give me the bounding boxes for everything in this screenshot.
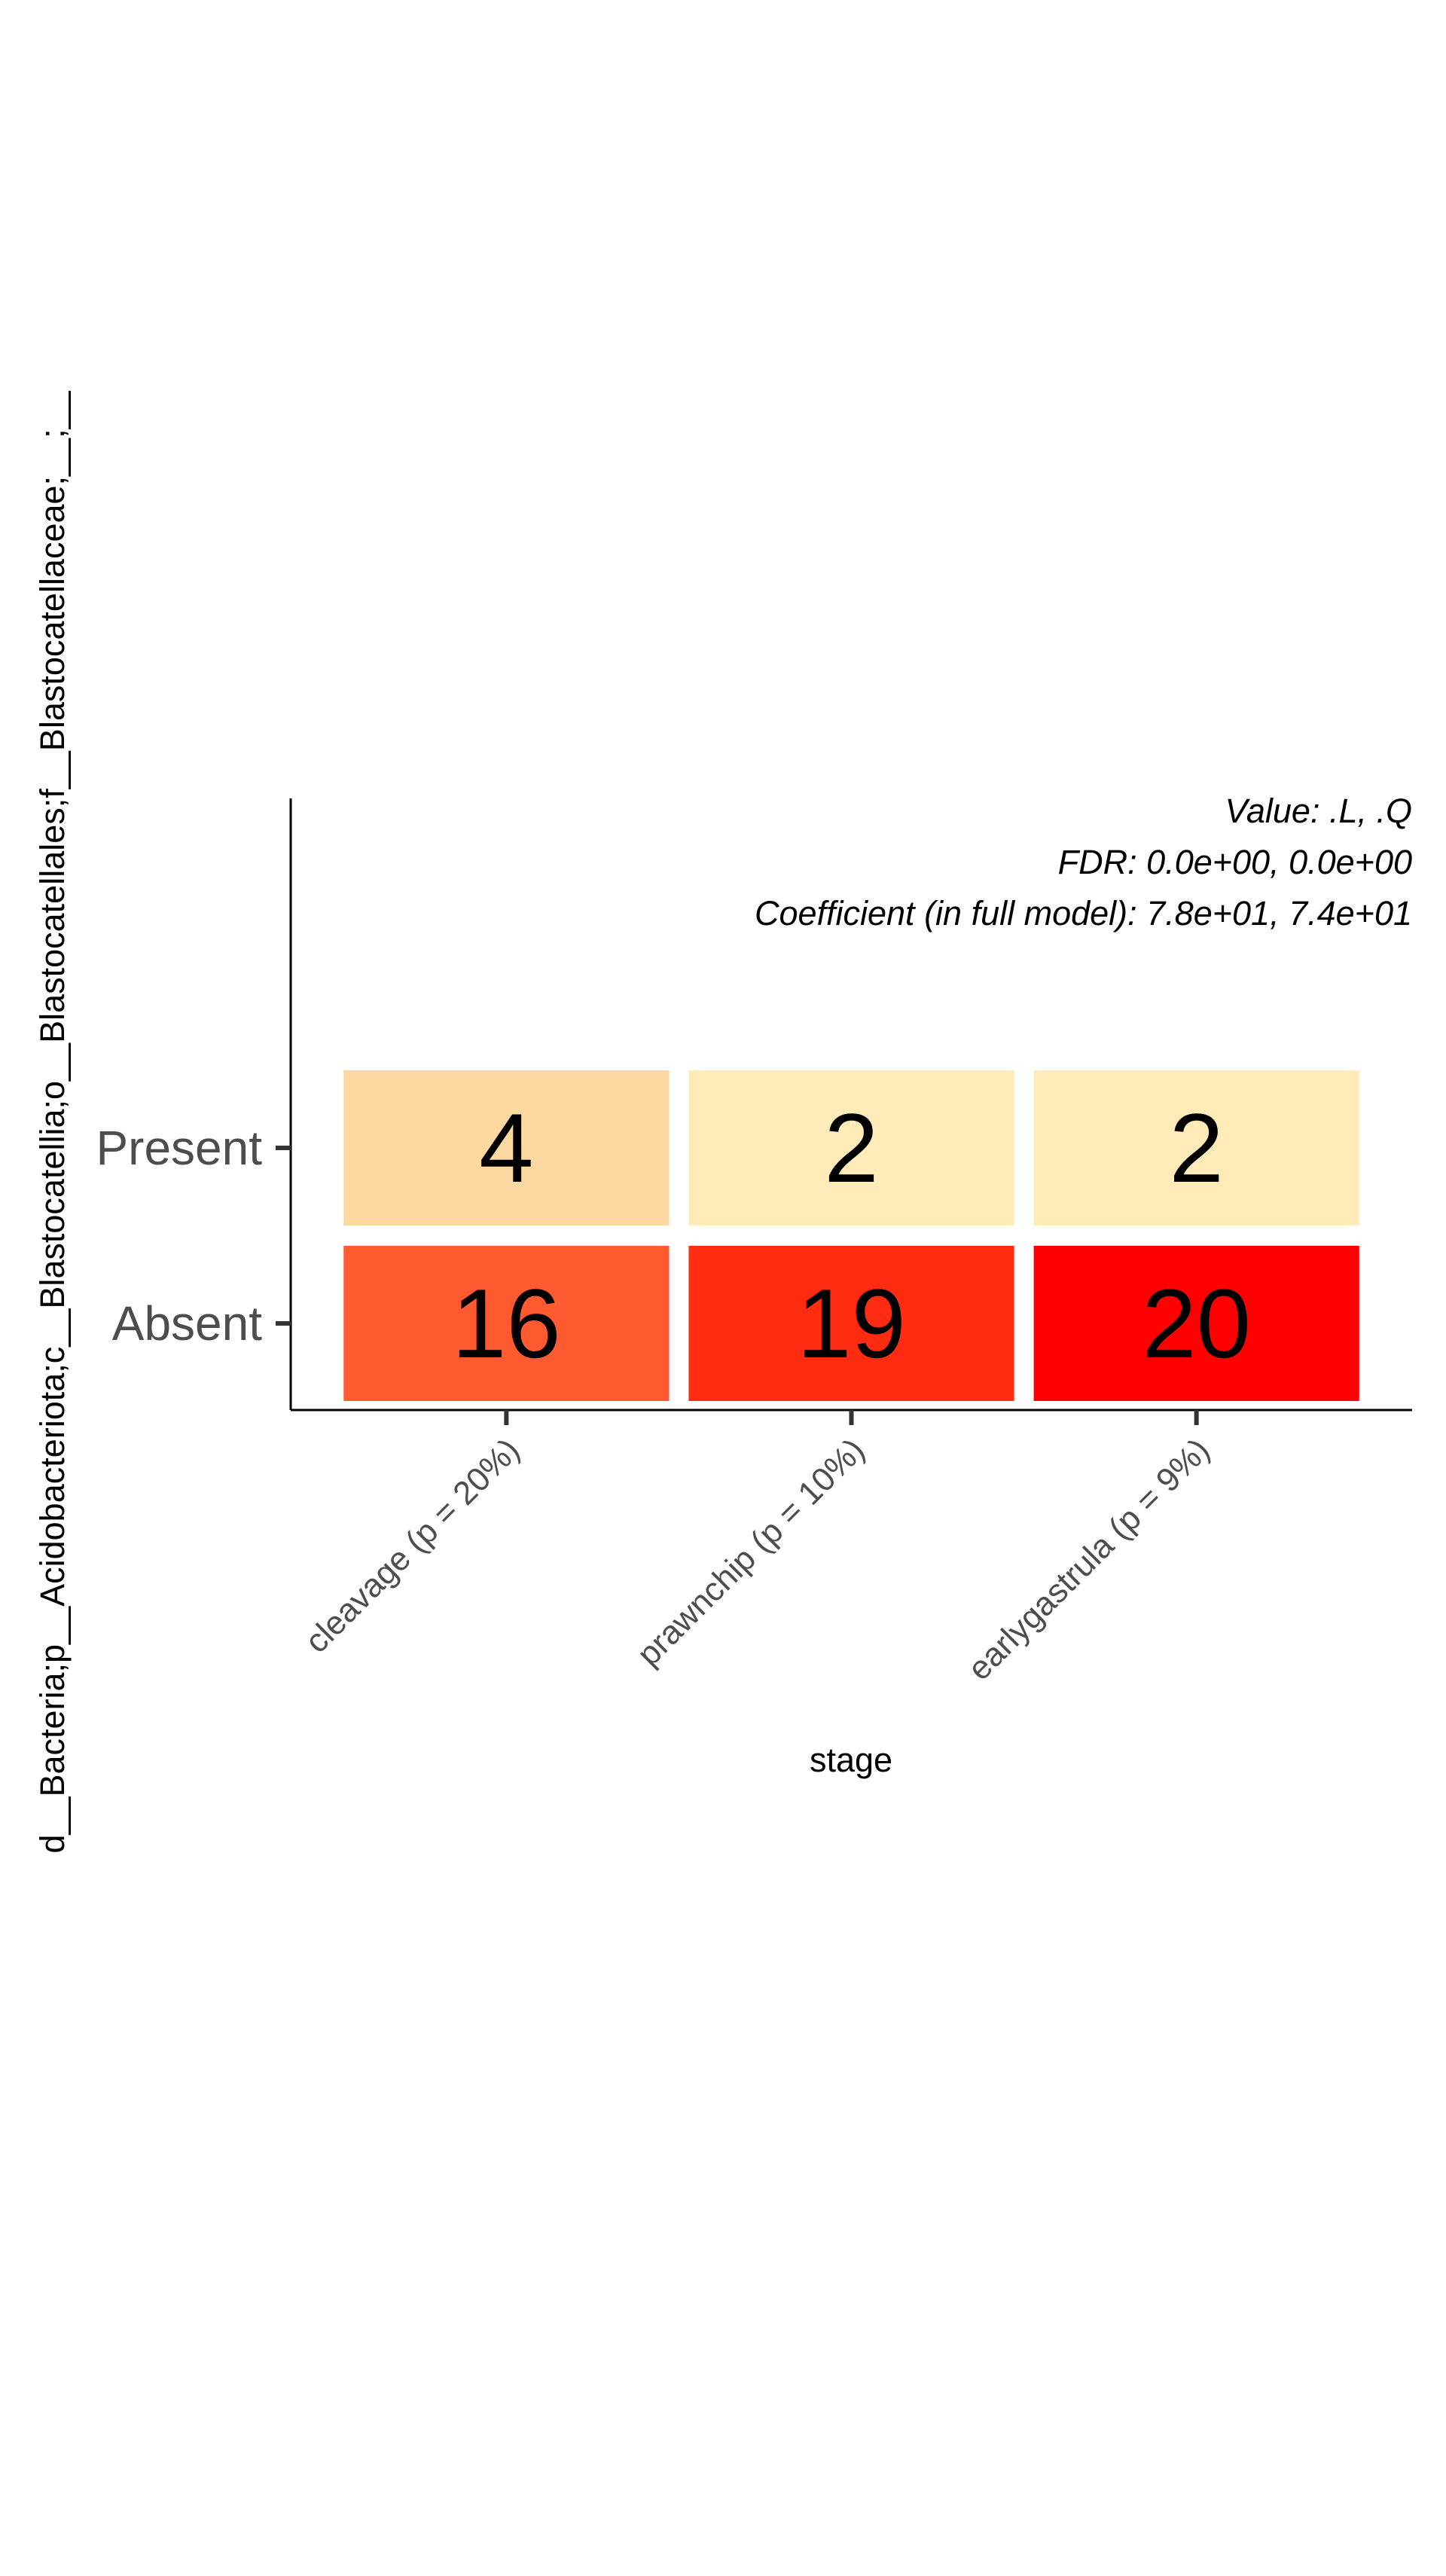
x-ticks: cleavage (p = 20%) prawnchip (p = 10%) ear… xyxy=(298,1410,1217,1687)
annotation-fdr: FDR: 0.0e+00, 0.0e+00 xyxy=(1058,843,1412,881)
y-tick-label-present: Present xyxy=(96,1121,262,1175)
cell-value-label: 16 xyxy=(452,1268,561,1378)
annotation-coefficient: Coefficient (in full model): 7.8e+01, 7.… xyxy=(755,894,1412,932)
x-tick-label-1: cleavage (p = 20%) xyxy=(298,1431,527,1660)
heatmap-cell-present-1 xyxy=(343,1070,670,1225)
heatmap-cell-absent-2 xyxy=(688,1246,1014,1401)
heatmap-cells: 4 2 2 16 19 20 xyxy=(343,1070,1359,1401)
heatmap-cell-present-3 xyxy=(1033,1070,1359,1225)
cell-value-label: 2 xyxy=(1169,1093,1223,1203)
cell-value-label: 19 xyxy=(797,1268,906,1378)
cell-value-label: 2 xyxy=(824,1093,878,1203)
x-axis-title: stage xyxy=(810,1741,892,1779)
x-tick-label-3: earlygastrula (p = 9%) xyxy=(961,1431,1217,1687)
heatmap-cell-absent-1 xyxy=(343,1246,670,1401)
y-tick-label-absent: Absent xyxy=(112,1296,262,1351)
annotation-value: Value: .L, .Q xyxy=(1225,792,1412,830)
cell-value-label: 4 xyxy=(479,1093,533,1203)
cell-value-label: 20 xyxy=(1142,1268,1251,1378)
x-tick-label-2: prawnchip (p = 10%) xyxy=(630,1431,872,1673)
heatmap-cell-absent-3 xyxy=(1033,1246,1359,1401)
y-axis-title: d__Bacteria;p__Acidobacteriota;c__Blasto… xyxy=(33,390,72,1853)
y-ticks: Present Absent xyxy=(96,1121,291,1351)
heatmap-cell-present-2 xyxy=(688,1070,1014,1225)
